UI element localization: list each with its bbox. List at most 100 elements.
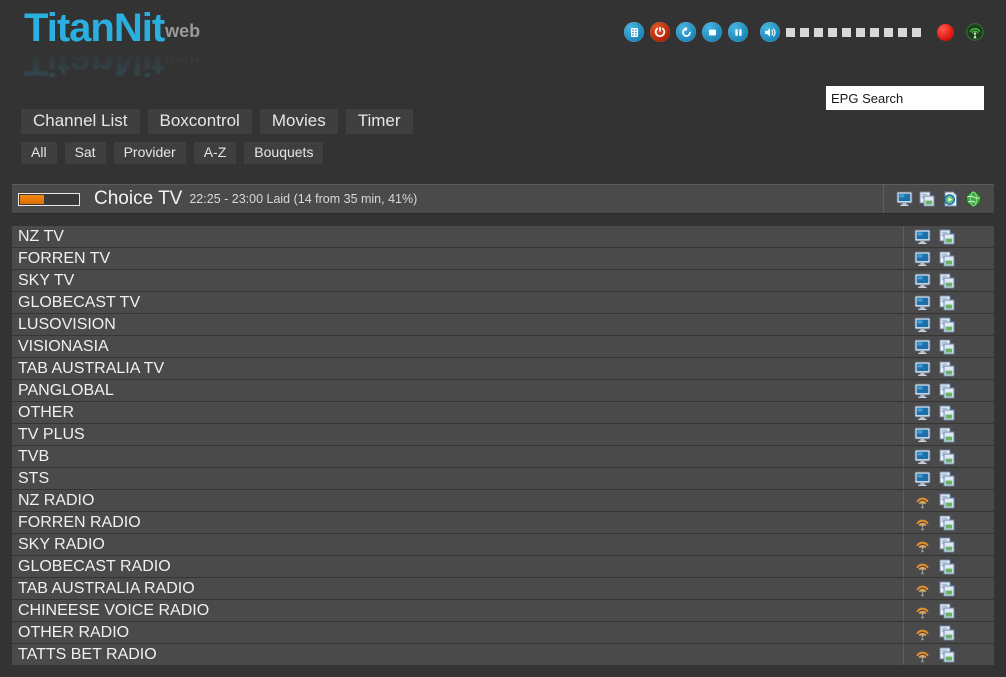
radio-icon[interactable] [914, 493, 931, 509]
globe-icon[interactable] [965, 191, 982, 207]
channel-name: LUSOVISION [18, 315, 116, 333]
volume-step[interactable] [870, 27, 879, 37]
channel-row[interactable]: NZ RADIO [12, 490, 994, 512]
now-playing-actions [883, 185, 994, 213]
sub-nav-tabs: All Sat Provider A-Z Bouquets [21, 142, 324, 164]
channel-row[interactable]: SKY RADIO [12, 534, 994, 556]
channel-row[interactable]: TAB AUSTRALIA RADIO [12, 578, 994, 600]
radio-icon[interactable] [914, 537, 931, 553]
channel-row[interactable]: CHINEESE VOICE RADIO [12, 600, 994, 622]
subtab-a-z[interactable]: A-Z [193, 142, 237, 164]
copy-icon[interactable] [939, 493, 956, 509]
screen-icon[interactable] [914, 427, 931, 443]
record-indicator-icon [937, 23, 954, 41]
screen-icon[interactable] [914, 295, 931, 311]
channel-name: TATTS BET RADIO [18, 645, 157, 663]
power-icon[interactable] [650, 22, 670, 42]
radio-icon[interactable] [914, 603, 931, 619]
screen-icon[interactable] [914, 361, 931, 377]
copy-icon[interactable] [939, 427, 956, 443]
screen-icon[interactable] [914, 405, 931, 421]
subtab-all[interactable]: All [21, 142, 57, 164]
copy-icon[interactable] [939, 383, 956, 399]
copy-icon[interactable] [939, 295, 956, 311]
screen-icon[interactable] [914, 273, 931, 289]
screen-icon[interactable] [914, 251, 931, 267]
volume-step[interactable] [898, 27, 907, 37]
copy-icon[interactable] [939, 559, 956, 575]
volume-step[interactable] [884, 27, 893, 37]
volume-step[interactable] [828, 27, 837, 37]
volume-step[interactable] [912, 27, 921, 37]
volume-step[interactable] [814, 27, 823, 37]
channel-row[interactable]: STS [12, 468, 994, 490]
channel-row[interactable]: OTHER RADIO [12, 622, 994, 644]
copy-icon[interactable] [939, 317, 956, 333]
tab-movies[interactable]: Movies [259, 109, 338, 134]
epg-search-input[interactable] [826, 86, 984, 110]
radio-icon[interactable] [914, 581, 931, 597]
copy-icon[interactable] [939, 361, 956, 377]
channel-row[interactable]: TATTS BET RADIO [12, 644, 994, 666]
copy-icon[interactable] [939, 229, 956, 245]
tab-boxcontrol[interactable]: Boxcontrol [147, 109, 252, 134]
channel-row[interactable]: OTHER [12, 402, 994, 424]
screen-icon[interactable] [914, 339, 931, 355]
copy-icon[interactable] [939, 471, 956, 487]
copy-icon[interactable] [939, 405, 956, 421]
volume-step[interactable] [842, 27, 851, 37]
volume-step[interactable] [786, 27, 795, 37]
volume-level-bar[interactable] [786, 27, 921, 37]
channel-row[interactable]: LUSOVISION [12, 314, 994, 336]
subtab-provider[interactable]: Provider [113, 142, 186, 164]
subtab-bouquets[interactable]: Bouquets [244, 142, 324, 164]
channel-row[interactable]: PANGLOBAL [12, 380, 994, 402]
channel-row[interactable]: FORREN TV [12, 248, 994, 270]
copy-icon[interactable] [939, 515, 956, 531]
copy-icon[interactable] [939, 581, 956, 597]
channel-row[interactable]: FORREN RADIO [12, 512, 994, 534]
copy-icon[interactable] [939, 647, 956, 663]
screen-icon[interactable] [914, 229, 931, 245]
radio-icon[interactable] [914, 559, 931, 575]
radio-icon[interactable] [914, 647, 931, 663]
channel-row[interactable]: GLOBECAST TV [12, 292, 994, 314]
pause-icon[interactable] [728, 22, 748, 42]
screen-icon[interactable] [914, 383, 931, 399]
channel-row[interactable]: TAB AUSTRALIA TV [12, 358, 994, 380]
copy-icon[interactable] [939, 449, 956, 465]
channel-row[interactable]: TVB [12, 446, 994, 468]
screen-icon[interactable] [896, 191, 913, 207]
radio-icon[interactable] [914, 515, 931, 531]
stream-icon[interactable] [942, 191, 959, 207]
volume-control[interactable] [760, 22, 921, 42]
copy-icon[interactable] [939, 273, 956, 289]
volume-step[interactable] [800, 27, 809, 37]
copy-icon[interactable] [939, 251, 956, 267]
screen-icon[interactable] [914, 471, 931, 487]
copy-icon[interactable] [939, 537, 956, 553]
volume-step[interactable] [856, 27, 865, 37]
menu-icon[interactable] [624, 22, 644, 42]
refresh-icon[interactable] [676, 22, 696, 42]
channel-row[interactable]: NZ TV [12, 226, 994, 248]
signal-icon [966, 23, 984, 41]
copy-icon[interactable] [939, 625, 956, 641]
copy-icon[interactable] [919, 191, 936, 207]
program-progress-bar [18, 192, 80, 206]
copy-icon[interactable] [939, 603, 956, 619]
screen-icon[interactable] [914, 317, 931, 333]
subtab-sat[interactable]: Sat [64, 142, 106, 164]
channel-row[interactable]: SKY TV [12, 270, 994, 292]
channel-row[interactable]: TV PLUS [12, 424, 994, 446]
tab-channel-list[interactable]: Channel List [21, 109, 140, 134]
volume-icon[interactable] [760, 22, 780, 42]
tab-timer[interactable]: Timer [345, 109, 413, 134]
radio-icon[interactable] [914, 625, 931, 641]
stop-icon[interactable] [702, 22, 722, 42]
channel-row[interactable]: GLOBECAST RADIO [12, 556, 994, 578]
copy-icon[interactable] [939, 339, 956, 355]
channel-row[interactable]: VISIONASIA [12, 336, 994, 358]
screen-icon[interactable] [914, 449, 931, 465]
channel-row-actions [903, 226, 956, 247]
